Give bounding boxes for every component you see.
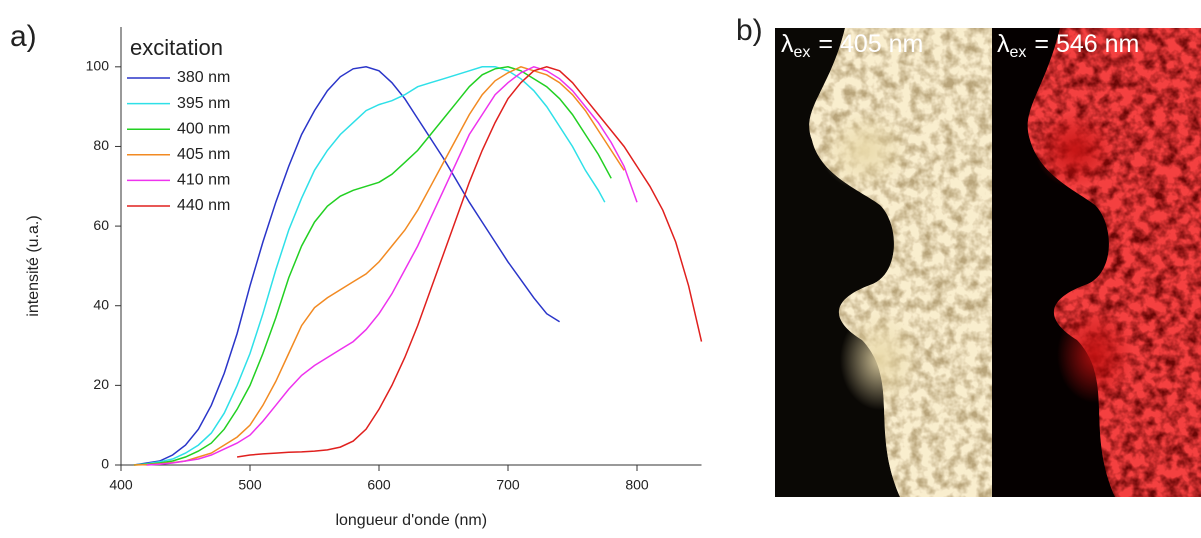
legend-label: 440 nm xyxy=(177,197,230,214)
x-axis-title: longueur d'onde (nm) xyxy=(335,512,487,529)
y-tick-label: 60 xyxy=(93,217,109,233)
image-label: λex = 405 nm xyxy=(781,30,923,62)
x-tick-label: 600 xyxy=(367,477,391,493)
image-label-part: = 405 nm xyxy=(818,30,923,58)
image-label: λex = 546 nm xyxy=(997,30,1139,62)
y-tick-label: 20 xyxy=(93,376,109,392)
image-405-glow xyxy=(820,110,910,190)
micrographs: b) λex = 405 nm λex = 546 nm xyxy=(736,14,1201,497)
x-tick-label: 700 xyxy=(496,477,520,493)
legend-label: 400 nm xyxy=(177,120,230,137)
data-line xyxy=(133,66,612,466)
legend-label: 410 nm xyxy=(177,172,230,189)
legend-label: 405 nm xyxy=(177,146,230,163)
data-line xyxy=(133,66,560,466)
legend-label: 380 nm xyxy=(177,69,230,86)
data-line xyxy=(133,66,606,466)
image-label-part: λ xyxy=(997,30,1010,58)
legend-label: 395 nm xyxy=(177,95,230,112)
data-line xyxy=(133,65,625,466)
data-line xyxy=(146,65,638,466)
y-axis-title: intensité (u.a.) xyxy=(25,215,42,316)
image-546-glow xyxy=(1035,112,1115,188)
line-chart: a) 0 20 40 60 80 100 400 500 600 700 800 longueur d'… xyxy=(10,20,703,529)
image-546-glow xyxy=(1057,307,1133,403)
image-label-part: ex xyxy=(1010,44,1027,61)
data-line xyxy=(236,66,703,458)
image-label-part: λ xyxy=(781,30,794,58)
x-tick-label: 400 xyxy=(109,477,133,493)
image-label-part: = 546 nm xyxy=(1034,30,1139,58)
y-tick-label: 100 xyxy=(86,58,110,74)
y-tick-label: 80 xyxy=(93,137,109,153)
panel-label: b) xyxy=(736,14,763,47)
legend-title: excitation xyxy=(130,35,223,60)
y-tick-label: 0 xyxy=(101,456,109,472)
image-label-part: ex xyxy=(794,44,811,61)
x-tick-label: 800 xyxy=(625,477,649,493)
panel-label: a) xyxy=(10,20,37,53)
y-tick-label: 40 xyxy=(93,296,109,312)
x-tick-label: 500 xyxy=(238,477,262,493)
image-405-glow xyxy=(840,310,920,410)
